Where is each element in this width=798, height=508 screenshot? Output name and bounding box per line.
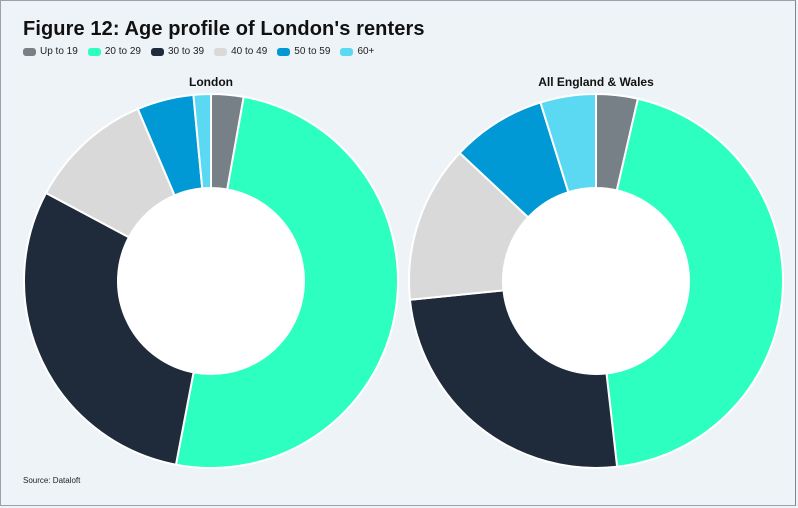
legend-swatch [87,47,101,56]
legend: Up to 19 20 to 29 30 to 39 40 to 49 50 t… [23,46,384,57]
legend-swatch [150,47,164,56]
legend-label: 50 to 59 [294,46,331,57]
legend-swatch [277,47,291,56]
legend-swatch [340,47,354,56]
london-chart-title: London [189,75,233,89]
figure-title: Figure 12: Age profile of London's rente… [23,18,425,40]
legend-item-up-to-19: Up to 19 [23,46,78,57]
london-donut-hole [118,188,304,374]
source-note: Source: Dataloft [23,476,81,485]
legend-item-30-to-39: 30 to 39 [150,46,205,57]
england-wales-donut-hole [503,188,689,374]
legend-label: Up to 19 [40,46,78,57]
legend-swatch [214,47,228,56]
legend-item-40-to-49: 40 to 49 [214,46,267,57]
legend-label: 20 to 29 [104,46,141,57]
legend-label: 40 to 49 [231,46,268,57]
england-wales-chart-title: All England & Wales [538,75,654,89]
legend-label: 30 to 39 [167,46,205,57]
legend-label: 60+ [357,46,375,57]
legend-item-60-plus: 60+ [340,46,374,57]
legend-item-50-to-59: 50 to 59 [277,46,330,57]
legend-item-20-to-29: 20 to 29 [87,46,141,57]
legend-swatch [23,47,36,56]
